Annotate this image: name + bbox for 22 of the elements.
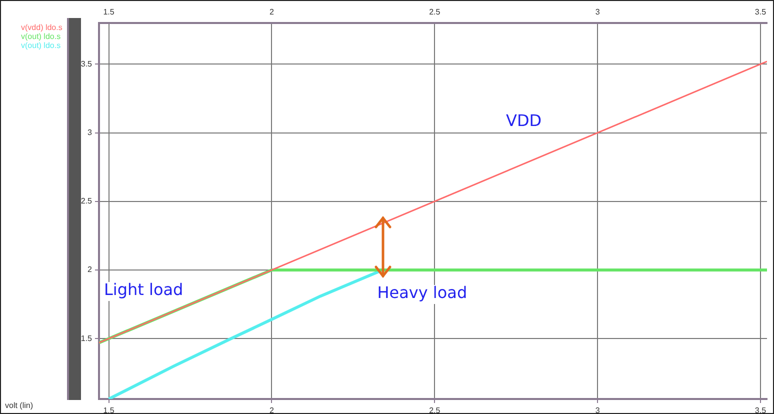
y-tick-label: 3 — [88, 128, 93, 137]
x2-tick-label: 1.5 — [103, 406, 115, 414]
annotation: Heavy load — [377, 283, 468, 302]
y-tick-label: 3.5 — [80, 59, 93, 68]
x2-tick-label: 3 — [595, 406, 600, 414]
x-tick-label: 2 — [269, 7, 274, 16]
x-tick-label: 2.5 — [429, 7, 441, 16]
x2-tick-label: 3.5 — [754, 406, 767, 414]
text: v(out) ldo.s — [21, 41, 62, 50]
annotation: VDD — [506, 111, 542, 130]
x-tick-label: 1.5 — [103, 7, 115, 16]
x-tick-label: 3 — [595, 7, 600, 16]
x2-tick-label: 2 — [269, 406, 274, 414]
text: volt (lin) — [5, 401, 34, 410]
x-tick-label: 3.5 — [754, 7, 767, 16]
text: v(vdd) ldo.s — [21, 23, 64, 32]
annotation: Light load — [104, 280, 184, 300]
y-tick-label: 2 — [88, 265, 93, 274]
y-tick-label: 2.5 — [80, 196, 93, 206]
y-tick-label: 1.5 — [80, 334, 93, 343]
text: v(out) ldo.s — [21, 32, 62, 41]
x2-tick-label: 2.5 — [429, 406, 441, 414]
